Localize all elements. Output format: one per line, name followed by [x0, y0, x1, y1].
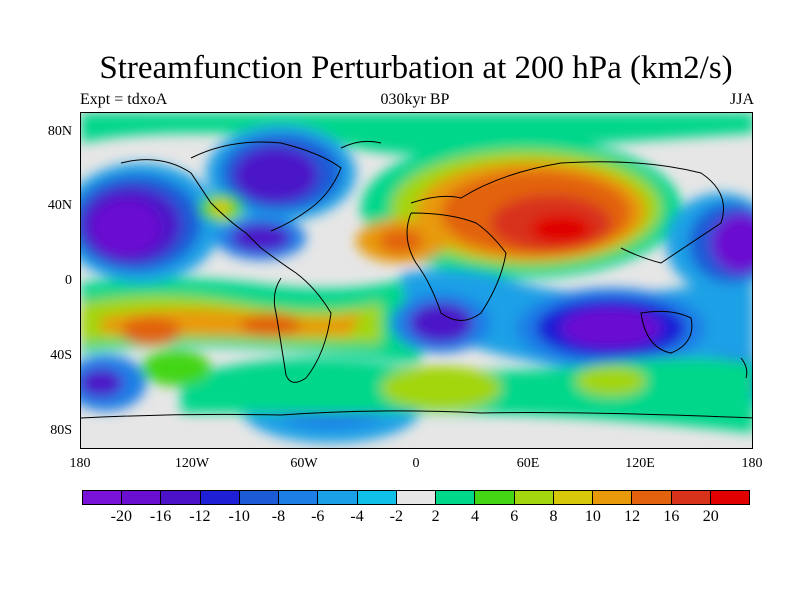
- contour-fill: [81, 113, 752, 443]
- colorbar: [82, 490, 750, 505]
- colorbar-label: 6: [510, 508, 519, 525]
- lon-label-120e: 120E: [625, 456, 655, 471]
- colorbar-label: -12: [189, 508, 211, 525]
- colorbar-swatch: [357, 491, 397, 504]
- colorbar-label: 8: [549, 508, 558, 525]
- lon-label-180w: 180: [69, 456, 91, 471]
- season-label: JJA: [729, 91, 754, 108]
- colorbar-swatch: [632, 491, 672, 504]
- colorbar-label: -20: [110, 508, 132, 525]
- figure-title: Streamfunction Perturbation at 200 hPa (…: [99, 50, 733, 86]
- time-label: 030kyr BP: [380, 91, 450, 108]
- colorbar-label: 12: [624, 508, 641, 525]
- lat-label-0: 0: [65, 273, 72, 288]
- colorbar-label: 2: [431, 508, 440, 525]
- colorbar-swatch: [200, 491, 240, 504]
- colorbar-swatch: [436, 491, 476, 504]
- experiment-label: Expt = tdxoA: [80, 91, 168, 108]
- lat-label-40n: 40N: [47, 198, 72, 213]
- colorbar-swatch: [239, 491, 280, 504]
- map-plot: [80, 112, 753, 449]
- colorbar-label: -10: [228, 508, 250, 525]
- lat-label-80s: 80S: [50, 423, 72, 438]
- colorbar-label: -2: [389, 508, 403, 525]
- colorbar-label: 4: [470, 508, 479, 525]
- colorbar-label: -16: [149, 508, 172, 525]
- colorbar-swatch: [710, 491, 749, 504]
- coastlines: [81, 140, 752, 419]
- lon-label-120w: 120W: [174, 456, 210, 471]
- lon-label-60e: 60E: [516, 456, 540, 471]
- map-svg: [81, 113, 752, 448]
- colorbar-swatch: [475, 491, 515, 504]
- colorbar-label: 10: [584, 508, 601, 525]
- colorbar-swatch: [122, 491, 162, 504]
- colorbar-label: 20: [702, 508, 719, 525]
- colorbar-label: 16: [663, 508, 680, 525]
- colorbar-label: -4: [350, 508, 364, 525]
- lat-label-80n: 80N: [47, 124, 72, 139]
- colorbar-swatch: [553, 491, 594, 504]
- lon-label-60w: 60W: [290, 456, 318, 471]
- lat-label-40s: 40S: [50, 348, 72, 363]
- colorbar-swatch: [396, 491, 437, 504]
- colorbar-swatch: [318, 491, 358, 504]
- colorbar-swatch: [83, 491, 123, 504]
- colorbar-swatch: [514, 491, 554, 504]
- colorbar-swatch: [671, 491, 711, 504]
- colorbar-label: -8: [271, 508, 286, 525]
- lon-label-180e: 180: [741, 456, 763, 471]
- colorbar-swatch: [161, 491, 201, 504]
- colorbar-swatch: [593, 491, 633, 504]
- colorbar-swatch: [279, 491, 319, 504]
- colorbar-label: -6: [311, 508, 325, 525]
- lon-label-0: 0: [412, 456, 420, 471]
